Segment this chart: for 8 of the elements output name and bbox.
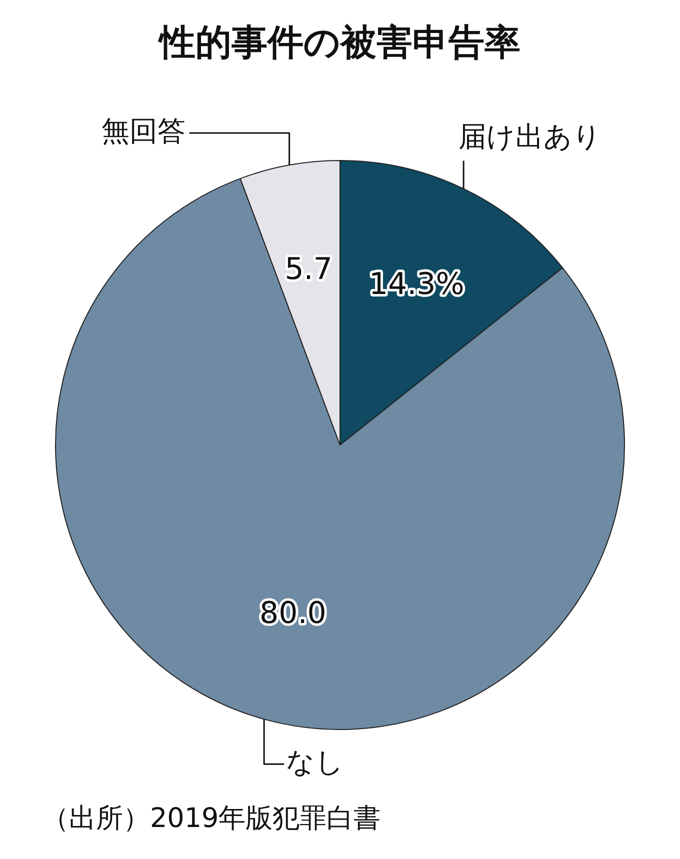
- text: （出所）2019年版犯罪白書: [42, 803, 381, 834]
- data-label: 14.3%: [368, 266, 464, 302]
- slice-label: 無回答: [101, 114, 186, 148]
- data-label: 5.7: [284, 252, 332, 288]
- chart-title: 性的事件の被害申告率: [158, 22, 520, 64]
- slice-label: 届け出あり: [458, 120, 602, 154]
- slice-label: なし: [286, 745, 344, 778]
- data-label: 80.0: [260, 596, 326, 631]
